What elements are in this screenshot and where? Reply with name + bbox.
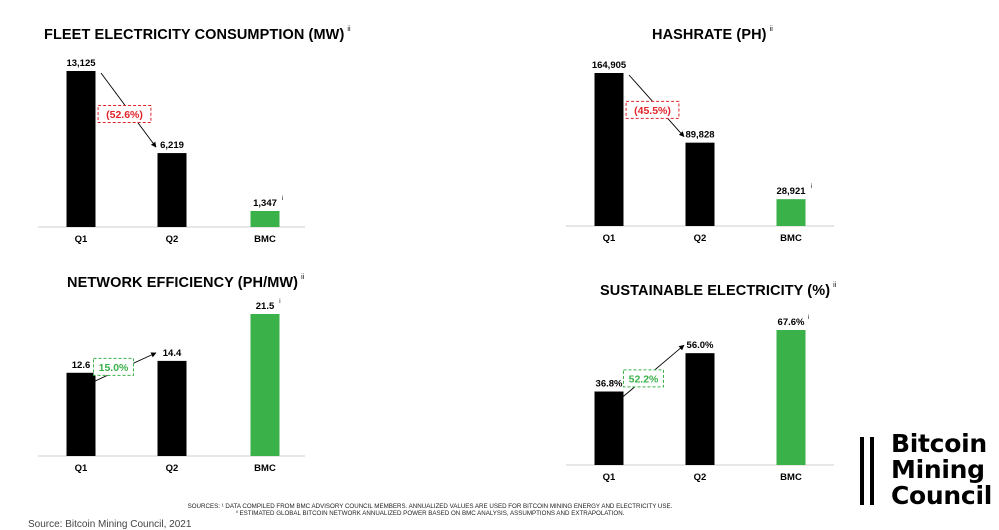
category-label-q2: Q2 [166,234,179,245]
change-percentage-label: 52.2% [629,373,659,385]
logo-word-mining: Mining [891,455,985,484]
bar-q1 [594,391,624,465]
bar-bmc [776,199,806,226]
category-label-bmc: BMC [780,472,802,483]
value-label-q1: 36.8% [596,379,623,390]
chart-title-hashrate: HASHRATE (PH) ii [652,26,773,43]
value-label-bmc: 21.5 [256,301,275,312]
change-box [97,105,152,124]
category-label-bmc: BMC [780,233,802,244]
chart-title-sustainable-electricity: SUSTAINABLE ELECTRICITY (%) ii [600,282,837,299]
value-label-q2: 6,219 [160,140,184,151]
value-label-q1: 164,905 [592,60,627,71]
bar-q1 [66,71,96,227]
category-label-q1: Q1 [603,472,616,483]
bar-q2 [685,142,715,226]
value-label-bmc: 67.6% [778,317,805,328]
bar-q1 [66,372,96,456]
category-label-q2: Q2 [694,472,707,483]
category-label-q1: Q1 [75,234,88,245]
value-label-bmc: 28,921 [776,186,806,197]
value-label-q2: 89,828 [685,130,714,141]
value-label-q1: 12.6 [72,360,91,371]
change-box [623,369,664,388]
sources-footnote: SOURCES: ¹ DATA COMPILED FROM BMC ADVISO… [100,503,760,517]
change-box [625,100,680,119]
logo-bar-right [870,437,874,505]
bar-bmc [776,330,806,465]
change-percentage-label: 15.0% [99,362,129,374]
logo-word-bitcoin: Bitcoin [891,429,987,458]
bar-bmc [250,314,280,456]
logo-word-council: Council [891,481,992,510]
value-label-bmc: 1,347 [253,198,277,209]
category-label-q2: Q2 [694,233,707,244]
chart-title-fleet-consumption: FLEET ELECTRICITY CONSUMPTION (MW) ii [44,26,351,43]
value-label-q2: 14.4 [163,348,182,359]
value-label-q2: 56.0% [687,340,714,351]
value-note-bmc: i [282,196,283,202]
source-caption: Source: Bitcoin Mining Council, 2021 [28,519,192,530]
bar-q1 [594,73,624,226]
sources-line-1: SOURCES: ¹ DATA COMPILED FROM BMC ADVISO… [187,503,673,510]
bar-q2 [157,153,187,227]
category-label-bmc: BMC [254,234,276,245]
category-label-q1: Q1 [603,233,616,244]
change-box [93,357,134,376]
sources-line-2: ⁱⁱ ESTIMATED GLOBAL BITCOIN NETWORK ANNU… [235,510,625,518]
change-percentage-label: (45.5%) [634,105,671,117]
logo-bar-left [860,437,864,505]
bar-q2 [157,360,187,456]
value-note-bmc: i [811,184,812,190]
value-note-bmc: i [279,299,280,305]
category-label-q1: Q1 [75,463,88,474]
category-label-q2: Q2 [166,463,179,474]
value-note-bmc: i [808,315,809,321]
chart-title-network-efficiency: NETWORK EFFICIENCY (PH/MW) ii [67,274,305,291]
bar-q2 [685,353,715,465]
change-percentage-label: (52.6%) [106,109,143,121]
bar-bmc [250,210,280,227]
category-label-bmc: BMC [254,463,276,474]
value-label-q1: 13,125 [66,58,96,69]
